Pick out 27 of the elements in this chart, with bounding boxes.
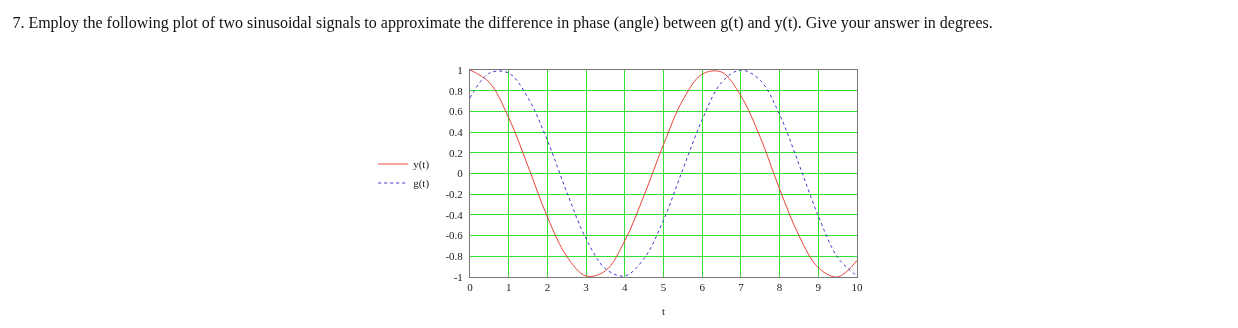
y-tick-label: 0.6 — [449, 105, 464, 118]
y-tick-label: 0.4 — [449, 125, 464, 138]
legend-label: g(t) — [413, 177, 430, 191]
x-tick-label: 5 — [660, 281, 667, 294]
y-tick-label: 0.8 — [449, 84, 464, 97]
y-tick-label: 0.2 — [449, 146, 463, 159]
x-tick-label: 2 — [544, 281, 551, 294]
y-tick-label: 1 — [457, 63, 463, 76]
y-tick-label: -1 — [453, 270, 463, 283]
legend-label: y(t) — [413, 158, 430, 172]
chart-title: 7. Employ the following plot of two sinusoidal signals to approximate the difference in phase (angle) between g(t) and y(t). Give your answer in degrees. — [12, 13, 993, 32]
x-axis-title: t — [661, 305, 666, 318]
y-tick-label: 0 — [457, 167, 464, 180]
x-tick-label: 7 — [738, 281, 745, 294]
x-tick-label: 4 — [622, 281, 629, 294]
x-tick-label: 1 — [505, 281, 512, 294]
y-tick-label: -0.6 — [445, 229, 464, 242]
x-tick-label: 0 — [467, 281, 474, 294]
x-tick-label: 9 — [815, 281, 822, 294]
line-series — [470, 70, 857, 277]
x-tick-label: 8 — [776, 281, 783, 294]
y-tick-label: -0.8 — [445, 250, 464, 263]
x-tick-label: 6 — [699, 281, 706, 294]
x-tick-label: 10 — [851, 281, 863, 294]
x-tick-label: 3 — [583, 281, 590, 294]
y-tick-label: -0.4 — [445, 208, 464, 221]
y-tick-label: -0.2 — [445, 188, 463, 201]
